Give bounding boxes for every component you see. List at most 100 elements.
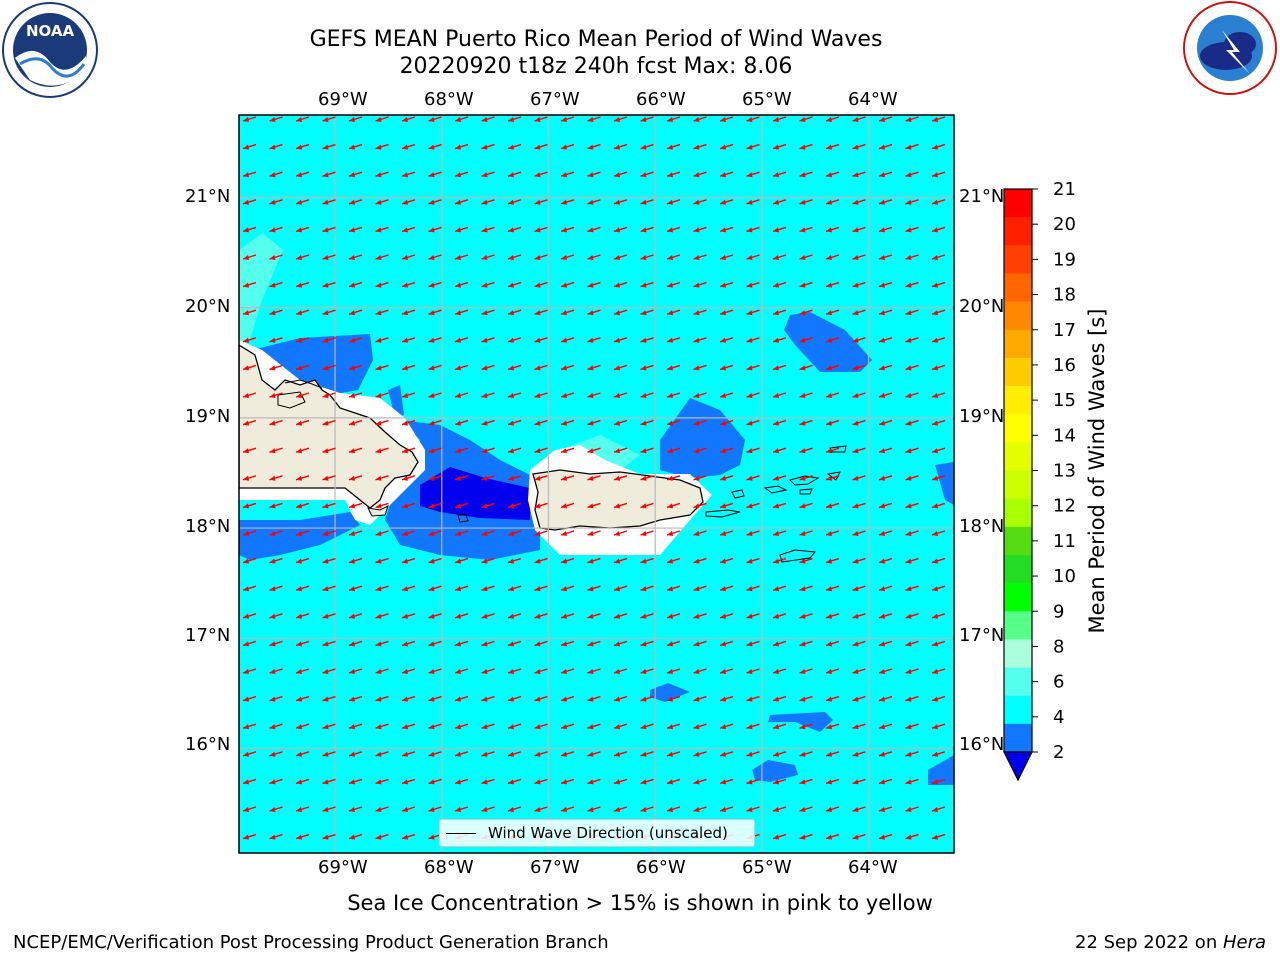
wind-arrow-head — [905, 531, 912, 536]
wind-arrow-head — [799, 696, 806, 702]
wind-arrow-head — [640, 696, 647, 702]
wind-arrow-head — [799, 751, 806, 757]
wind-arrow-head — [561, 227, 567, 233]
wind-arrow-head — [561, 724, 567, 730]
wind-arrow-head — [852, 420, 859, 426]
wind-arrow-head — [375, 558, 382, 564]
wind-arrow-head — [481, 282, 488, 288]
right-lat-tick-19: 19°N — [959, 406, 1005, 427]
wind-arrow-head — [322, 393, 329, 398]
noaa-logo-text: NOAA — [26, 22, 75, 40]
wind-arrow-head — [852, 365, 859, 371]
wind-arrow-head — [481, 807, 488, 812]
wind-arrow-head — [667, 365, 673, 371]
wind-arrow-head — [614, 641, 620, 647]
wind-arrow-head — [640, 641, 647, 647]
bottom-lon-tick-68: 68°W — [424, 857, 474, 878]
wind-arrow-head — [614, 255, 620, 260]
wind-arrow-head — [879, 779, 885, 785]
wind-arrow-head — [932, 558, 938, 564]
wind-arrow-head — [269, 448, 276, 454]
wind-arrow-head — [826, 779, 832, 785]
wind-arrow-head — [296, 641, 302, 647]
wind-arrow-head — [799, 669, 806, 674]
colorbar-segment — [1004, 357, 1032, 387]
wind-arrow-head — [455, 641, 461, 647]
wind-arrow-head — [773, 807, 779, 812]
wind-arrow-head — [243, 448, 249, 454]
wind-arrow-head — [746, 448, 753, 454]
wind-arrow-head — [561, 282, 567, 288]
wind-arrow-head — [826, 420, 832, 426]
wind-arrow-head — [296, 255, 302, 260]
wind-arrow-head — [587, 117, 594, 122]
wind-arrow-head — [534, 199, 541, 205]
wind-arrow-head — [640, 807, 647, 812]
wind-arrow-head — [905, 282, 912, 288]
wind-arrow-head — [799, 641, 806, 647]
wind-arrow-head — [296, 586, 302, 592]
wind-arrow-head — [720, 724, 726, 730]
wind-arrow-head — [587, 531, 594, 536]
wind-arrow-head — [852, 475, 859, 481]
wind-arrow-head — [455, 255, 461, 260]
wind-arrow-head — [932, 172, 938, 178]
right-lat-tick-21: 21°N — [959, 186, 1005, 207]
wind-arrow-head — [481, 779, 488, 785]
wind-arrow-head — [269, 558, 276, 564]
wind-arrow-head — [640, 199, 647, 205]
wind-arrow-head — [587, 751, 594, 757]
wind-arrow-head — [773, 475, 779, 481]
colorbar: 21 20 19 18 17 16 15 14 13 12 11 10 9 8 6 4 2 — [1003, 179, 1076, 782]
wind-arrow-head — [799, 834, 806, 840]
wind-arrow-head — [746, 558, 753, 564]
wind-arrow-head — [428, 227, 435, 233]
wind-arrow-head — [932, 365, 938, 371]
wind-arrow-head — [720, 282, 726, 288]
wind-arrow-head — [587, 586, 594, 592]
wind-arrow-head — [640, 420, 647, 426]
wind-arrow-head — [614, 751, 620, 757]
wind-arrow-head — [402, 586, 408, 592]
wind-arrow-head — [746, 641, 753, 647]
wind-arrow-head — [852, 448, 859, 454]
wind-arrow-head — [243, 669, 249, 674]
wind-arrow-head — [561, 255, 567, 260]
wind-arrow-head — [322, 531, 329, 536]
wind-arrow-head — [322, 337, 329, 343]
top-lon-tick-69: 69°W — [318, 89, 368, 110]
wind-arrow-head — [455, 282, 461, 288]
wind-arrow-head — [826, 199, 832, 205]
wind-arrow-head — [534, 531, 541, 536]
map-title: GEFS MEAN Puerto Rico Mean Period of Win… — [309, 27, 883, 52]
right-lat-tick-20: 20°N — [959, 296, 1005, 317]
wind-arrow-head — [826, 751, 832, 757]
wind-arrow-head — [720, 751, 726, 757]
wind-arrow-head — [561, 503, 567, 509]
wind-arrow-head — [508, 641, 514, 647]
wind-arrow-head — [852, 503, 859, 509]
wind-arrow-head — [561, 641, 567, 647]
wind-arrow-head — [826, 669, 832, 674]
wind-arrow-head — [534, 558, 541, 564]
left-lat-tick-20: 20°N — [185, 296, 231, 317]
wind-arrow-head — [826, 393, 832, 398]
wind-arrow-head — [746, 751, 753, 757]
wind-arrow-head — [640, 117, 647, 122]
wind-arrow-head — [455, 503, 461, 509]
wind-arrow-head — [243, 696, 249, 702]
wind-arrow-head — [375, 255, 382, 260]
wind-arrow-head — [349, 807, 355, 812]
wind-arrow-head — [375, 503, 382, 509]
wind-arrow-head — [720, 448, 726, 454]
wind-arrow-head — [905, 420, 912, 426]
wind-arrow-head — [428, 531, 435, 536]
wind-arrow-head — [296, 503, 302, 509]
wind-arrow-head — [826, 337, 832, 343]
top-lon-tick-66: 66°W — [636, 89, 686, 110]
colorbar-segment — [1004, 442, 1032, 471]
wind-arrow-head — [905, 641, 912, 647]
colorbar-tick-label: 17 — [1053, 320, 1076, 341]
low-period-region — [239, 334, 373, 395]
wind-arrow-head — [667, 503, 673, 509]
